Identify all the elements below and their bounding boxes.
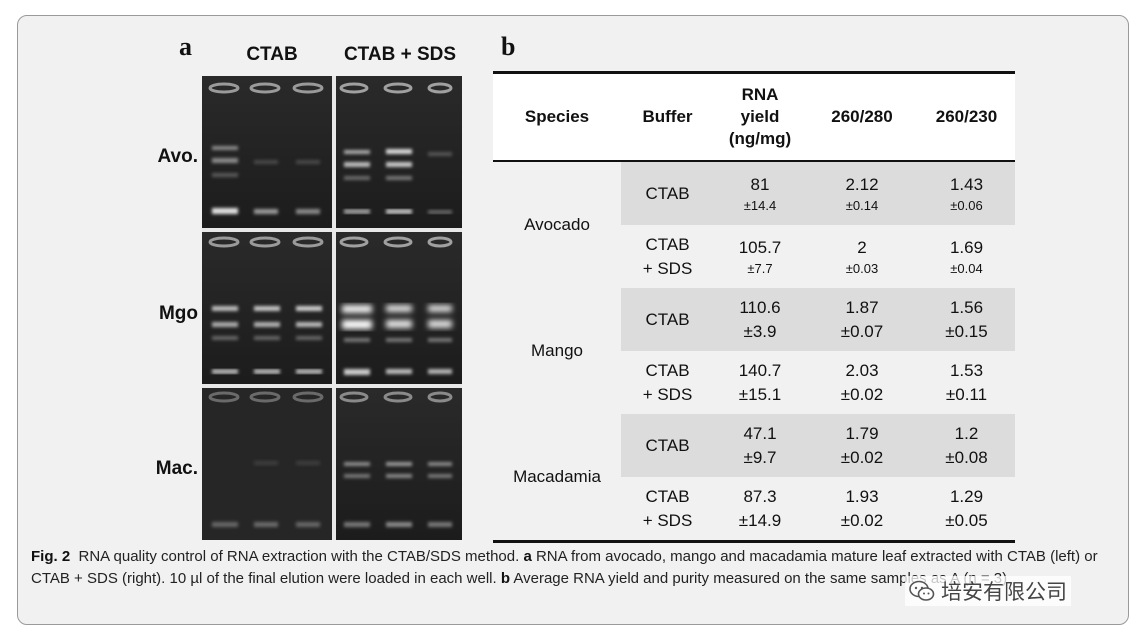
- yield-cell: 110.6 ±3.9: [714, 288, 806, 351]
- caption-b: b: [500, 570, 511, 587]
- gel-panel-mac-ctab: [202, 388, 332, 540]
- buffer-cell: CTAB: [621, 414, 714, 477]
- caption-a: a: [523, 548, 532, 565]
- header-260-280: 260/280: [806, 72, 918, 161]
- table-row: Macadamia CTAB 47.1 ±9.7 1.79 ±0.02 1.2 ±0.…: [493, 414, 1015, 542]
- gel-row-label-macadamia: Mac.: [155, 458, 198, 479]
- caption-text-2: RNA from avocado, mango and macadamia ma…: [31, 548, 1098, 587]
- table-row: Avocado CTAB 81 ±14.4 2.12 ±0.14 1.43 ±0.06: [493, 161, 1015, 288]
- table-row: CTAB + SDS 87.3 ±14.9 1.93 ±0.02 1.29 ±0.05: [493, 477, 1015, 542]
- buffer-cell: CTAB + SDS: [642, 234, 693, 278]
- ratio-260-280-cell: 2 ±0.03: [845, 237, 879, 276]
- ratio-260-280-cell: 1.79 ±0.02: [806, 414, 918, 477]
- species-mango: Mango: [493, 288, 621, 414]
- gel-row-label-mango: Mgo: [158, 303, 198, 324]
- header-rna-yield: RNA yield (ng/mg): [714, 72, 806, 161]
- header-species: Species: [493, 72, 621, 161]
- ratio-260-230-cell: 1.43 ±0.06: [918, 161, 1015, 225]
- species-macadamia: Macadamia: [493, 414, 621, 542]
- ratio-260-230-cell: 1.56 ±0.15: [918, 288, 1015, 351]
- species-avocado: Avocado: [493, 161, 621, 288]
- yield-cell: 47.1 ±9.7: [714, 414, 806, 477]
- buffer-cell: CTAB: [621, 288, 714, 351]
- gel-panel-mgo-ctab-sds: [336, 232, 462, 384]
- ratio-260-230-cell: 1.2 ±0.08: [918, 414, 1015, 477]
- buffer-cell: CTAB + SDS: [642, 360, 693, 404]
- yield-cell: 87.3 ±14.9: [738, 486, 782, 530]
- buffer-cell: CTAB: [621, 161, 714, 225]
- ratio-260-280-cell: 1.87 ±0.07: [806, 288, 918, 351]
- yield-cell: 81 ±14.4: [714, 161, 806, 225]
- gel-panel-mgo-ctab: [202, 232, 332, 384]
- watermark: 培安有限公司: [905, 576, 1071, 606]
- yield-cell: 140.7 ±15.1: [738, 360, 782, 404]
- table-header-row: Species Buffer RNA yield (ng/mg) 260/280…: [493, 72, 1015, 161]
- watermark-text: 培安有限公司: [941, 581, 1067, 604]
- ratio-260-280-cell: 2.12 ±0.14: [806, 161, 918, 225]
- caption-text-3: Average RNA yield and purity measured on…: [510, 570, 1008, 587]
- yield-cell: 105.7 ±7.7: [738, 237, 782, 276]
- caption-label: Fig. 2: [31, 548, 71, 565]
- panel-b-letter: b: [501, 32, 516, 61]
- results-table: Species Buffer RNA yield (ng/mg) 260/280…: [493, 71, 1015, 543]
- table-row: CTAB + SDS 105.7 ±7.7 2 ±0.03 1.69 ±0.04: [493, 225, 1015, 288]
- table-row: Mango CTAB 110.6 ±3.9 1.87 ±0.07 1.56 ±0.15: [493, 288, 1015, 414]
- gel-panel-avo-ctab-sds: [336, 76, 462, 228]
- gel-row-label-avocado: Avo.: [157, 146, 198, 167]
- buffer-cell: CTAB + SDS: [642, 486, 693, 530]
- gel-header-ctab: CTAB: [246, 44, 298, 65]
- ratio-260-280-cell: 1.93 ±0.02: [840, 486, 884, 530]
- ratio-260-230-cell: 1.69 ±0.04: [949, 237, 984, 276]
- panel-a-letter: a: [179, 32, 192, 61]
- gel-header-ctab-sds: CTAB + SDS: [343, 44, 457, 65]
- caption-text-1: RNA quality control of RNA extraction wi…: [78, 548, 524, 565]
- ratio-260-280-cell: 2.03 ±0.02: [840, 360, 884, 404]
- gel-panel-avo-ctab: [202, 76, 332, 228]
- gel-image: [202, 76, 462, 540]
- figure-caption: Fig. 2 RNA quality control of RNA extrac…: [31, 546, 1111, 590]
- header-buffer: Buffer: [621, 72, 714, 161]
- table-row: CTAB + SDS 140.7 ±15.1 2.03 ±0.02 1.53 ±0.11: [493, 351, 1015, 414]
- ratio-260-230-cell: 1.53 ±0.11: [945, 360, 988, 404]
- wechat-icon: [909, 580, 935, 601]
- ratio-260-230-cell: 1.29 ±0.05: [945, 486, 988, 530]
- header-260-230: 260/230: [918, 72, 1015, 161]
- gel-panel-mac-ctab-sds: [336, 388, 462, 540]
